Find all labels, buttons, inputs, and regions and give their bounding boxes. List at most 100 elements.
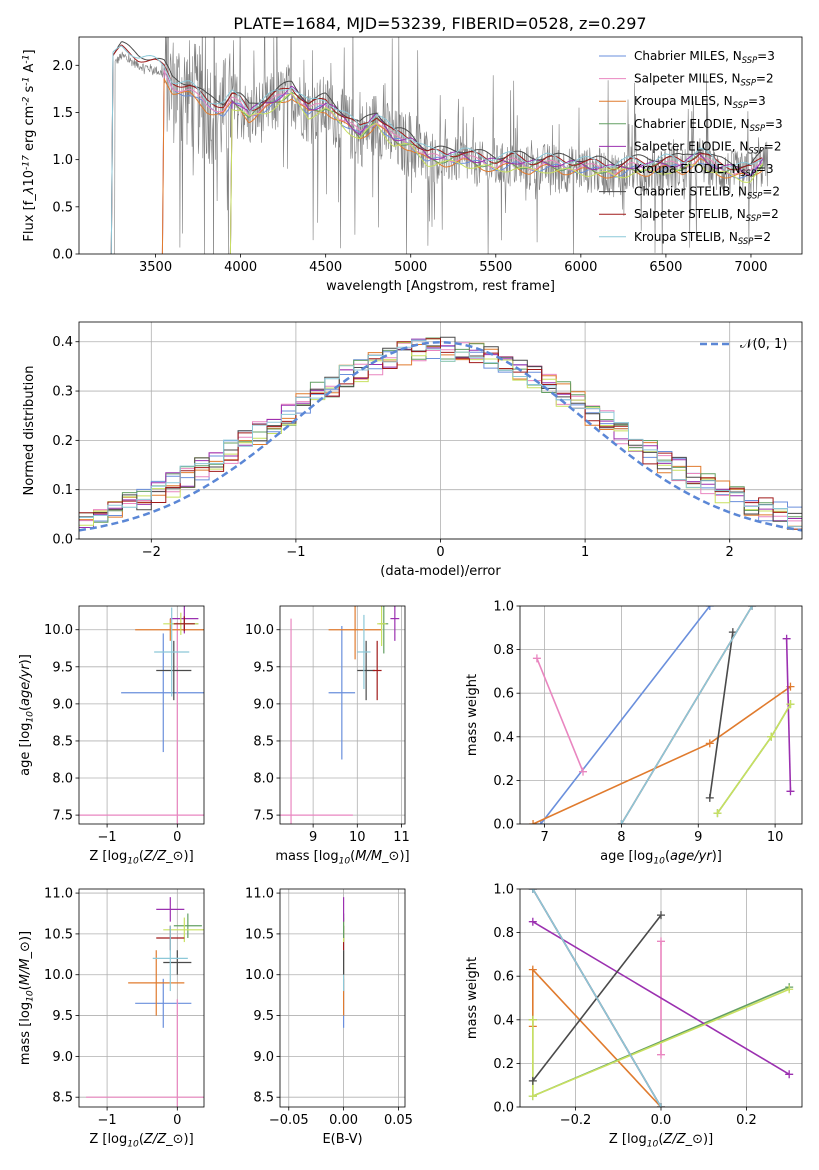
y-tick-label: 8.0 — [52, 772, 73, 787]
y-tick-label: 0.0 — [493, 1101, 514, 1116]
y-tick-label: 10.5 — [44, 927, 73, 942]
weight-marker — [705, 606, 714, 610]
errorbar-point — [135, 978, 192, 1028]
y-tick-label: 1.0 — [52, 153, 73, 168]
weight-marker — [657, 1103, 665, 1107]
weight-line — [785, 638, 792, 792]
label-part: Z/Z_⊙ — [143, 849, 184, 864]
axes-frame — [78, 321, 803, 540]
axes-frame — [78, 36, 803, 255]
y-tick-label: 0.6 — [493, 970, 514, 985]
y-tick-label: 0.4 — [493, 1013, 514, 1028]
x-tick-label: 0.05 — [384, 1113, 413, 1128]
weight-line — [716, 703, 792, 814]
errorbar-point — [377, 606, 387, 647]
label-part: )] — [399, 849, 409, 864]
errorbar-point — [357, 614, 371, 690]
label-part: )] — [712, 849, 722, 864]
weight-marker — [528, 917, 537, 926]
legend-entry: Chabrier STELIB, NSSP=2 — [634, 185, 780, 201]
plot-area — [79, 606, 204, 824]
x-tick-label: −2 — [142, 545, 161, 560]
label-part: s — [22, 85, 37, 96]
y-tick-label: 9.5 — [52, 660, 73, 675]
label-part: wavelength [Angstrom, rest frame] — [326, 279, 555, 294]
label-part: =2 — [756, 72, 774, 86]
legend-entry: Salpeter ELODIE, NSSP=2 — [634, 139, 782, 155]
y-tick-label: 7.5 — [253, 809, 274, 824]
errorbar-point — [79, 622, 204, 824]
y-tick-label: 10.0 — [44, 623, 73, 638]
y-axis-label: mass [log10(M/M_⊙)] — [18, 931, 35, 1065]
y-tick-label: 0.0 — [52, 248, 73, 263]
weight-line — [709, 632, 734, 798]
label-part: age/yr — [18, 663, 33, 706]
label-part: Salpeter ELODIE, N — [634, 139, 748, 153]
y-axis-label: Normed distribution — [22, 366, 37, 496]
weight-marker — [579, 767, 588, 776]
x-tick-label: 10 — [349, 830, 366, 845]
label-part: =3 — [756, 162, 774, 176]
label-part: Normed distribution — [22, 366, 37, 496]
x-tick-label: 0 — [173, 1113, 181, 1128]
y-tick-label: 10.0 — [44, 968, 73, 983]
label-part: =2 — [762, 185, 780, 199]
y-tick-label: 9.0 — [253, 1050, 274, 1065]
weight-line — [532, 921, 790, 1075]
x-tick-label: −0.05 — [269, 1113, 309, 1128]
axes-frame — [78, 888, 205, 1108]
weight-marker — [528, 1076, 537, 1085]
y-axis-label: mass weight — [465, 957, 480, 1039]
x-tick-label: 5000 — [394, 260, 427, 275]
axes-mass_vs_Z: −1 08.59.09.510.010.511.0Z [log10(Z/Z_⊙)]… — [18, 887, 205, 1149]
weight-marker — [767, 732, 776, 741]
x-tick-label: −1 — [98, 830, 117, 845]
label-part: ( — [350, 849, 355, 864]
label-part: Z [log — [609, 1132, 647, 1147]
x-axis-label: E(B-V) — [322, 1132, 362, 1147]
errorbar-point — [163, 950, 192, 975]
weight-marker — [528, 965, 537, 974]
errorbar-point — [154, 607, 190, 697]
errorbar-point — [135, 618, 204, 641]
y-tick-label: 0.5 — [52, 200, 73, 215]
y-tick-label: 11.0 — [245, 887, 274, 902]
errorbar-point — [328, 626, 356, 760]
y-tick-label: 9.5 — [52, 1009, 73, 1024]
x-tick-label: 0 — [436, 545, 444, 560]
label-part: -2 — [21, 96, 31, 105]
y-tick-label: 0.6 — [493, 687, 514, 702]
y-tick-label: 0.8 — [493, 926, 514, 941]
errorbar-point — [152, 925, 188, 992]
x-axis-label: Z [log10(Z/Z_⊙)] — [89, 1132, 193, 1149]
y-tick-label: 9.0 — [52, 697, 73, 712]
grid-lines — [520, 605, 802, 825]
x-tick-label: 7 — [540, 830, 548, 845]
legend-entry: Kroupa ELODIE, NSSP=3 — [634, 162, 774, 178]
label-part: -1 — [21, 55, 31, 64]
label-part: )] — [703, 1132, 713, 1147]
y-tick-label: 0.4 — [52, 335, 73, 350]
errorbar-point — [173, 616, 195, 632]
label-part: E(B-V) — [322, 1132, 362, 1147]
label-part: ( — [665, 849, 670, 864]
label-part: M/M_⊙ — [18, 941, 33, 985]
x-tick-label: 0.00 — [329, 1113, 358, 1128]
label-part: ( — [18, 706, 33, 711]
x-tick-label: 8 — [617, 830, 625, 845]
errorbar-point — [128, 950, 185, 1016]
weight-marker — [528, 889, 537, 893]
label-part: SSP — [746, 213, 762, 223]
weight-line — [536, 657, 584, 773]
weight-marker — [782, 634, 791, 643]
label-part: ( — [139, 1132, 144, 1147]
weight-marker — [617, 820, 626, 824]
errorbar-point — [390, 606, 400, 641]
x-axis-label: mass [log10(M/M_⊙)] — [275, 849, 409, 866]
y-tick-label: 8.5 — [52, 734, 73, 749]
weight-marker — [748, 606, 757, 610]
weight-marker — [657, 911, 665, 920]
axes-mass_vs_ebv: −0.05 0.00 0.05 8.5 9.0 9.5 10.0 10.5 11.0 E(B-V) — [245, 887, 413, 1147]
